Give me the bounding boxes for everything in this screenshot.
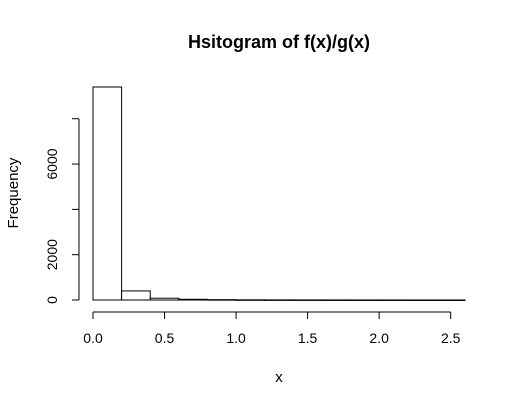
x-tick-label-1: 0.5 <box>155 330 175 346</box>
x-tick-label-0: 0.0 <box>83 330 103 346</box>
y-tick-label-3: 6000 <box>44 148 60 179</box>
y-axis-label: Frequency <box>5 157 22 228</box>
x-tick-label-2: 1.0 <box>226 330 246 346</box>
histogram-bar-1 <box>121 290 151 301</box>
histogram-bar-3 <box>178 298 208 301</box>
histogram-bar-12 <box>435 299 466 301</box>
y-tick-label-1: 2000 <box>44 239 60 270</box>
x-axis: 0.0 0.5 1.0 1.5 2.0 2.5 <box>83 311 461 346</box>
histogram-bar-5 <box>235 299 266 301</box>
histogram-bar-7 <box>292 299 323 301</box>
histogram-bar-8 <box>321 299 352 301</box>
histogram-bar-6 <box>264 299 294 301</box>
x-tick-label-3: 1.5 <box>298 330 318 346</box>
histogram-bar-9 <box>350 299 380 301</box>
histogram-bar-2 <box>149 297 180 301</box>
x-axis-label: x <box>275 369 283 386</box>
bars-group <box>92 86 466 301</box>
histogram-bar-4 <box>206 299 237 301</box>
y-axis: 0 2000 6000 <box>44 118 80 304</box>
chart-title: Hsitogram of f(x)/g(x) <box>188 32 370 52</box>
x-tick-label-5: 2.5 <box>441 330 461 346</box>
x-tick-label-4: 2.0 <box>369 330 389 346</box>
histogram-bar-10 <box>378 299 409 301</box>
y-tick-label-0: 0 <box>44 296 60 304</box>
histogram-bar-0 <box>92 86 123 301</box>
histogram-bar-11 <box>407 299 437 301</box>
